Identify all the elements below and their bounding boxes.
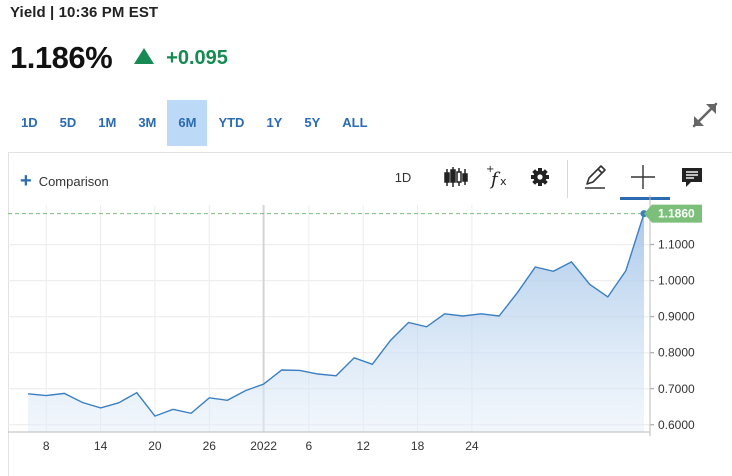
y-tick-label: 0.6000 [658, 418, 695, 432]
svg-text:x: x [500, 175, 507, 188]
range-1d[interactable]: 1D [21, 115, 38, 130]
function-icon[interactable]: + f x [485, 163, 511, 191]
range-1y[interactable]: 1Y [266, 115, 283, 130]
x-tick-label: 18 [411, 439, 425, 453]
y-tick-label: 0.8000 [658, 346, 695, 360]
comparison-button[interactable]: + Comparison [20, 170, 109, 192]
x-tick-label: 6 [306, 439, 313, 453]
range-selector: 1D 5D 1M 3M 6M YTD 1Y 5Y ALL [10, 100, 379, 146]
x-tick-label: 26 [203, 439, 217, 453]
quote-meta: Yield | 10:36 PM EST [10, 4, 159, 21]
range-6m[interactable]: 6M [167, 100, 208, 146]
y-tick-label: 1.0000 [658, 274, 695, 288]
range-3m[interactable]: 3M [138, 115, 157, 130]
svg-text:+: + [486, 164, 494, 175]
y-tick-label: 0.9000 [658, 310, 695, 324]
range-5y[interactable]: 5Y [304, 115, 321, 130]
gear-icon[interactable] [528, 163, 552, 191]
series-line [28, 213, 645, 417]
last-price: 1.186% [10, 40, 113, 75]
price-change: +0.095 [166, 46, 228, 69]
comment-icon[interactable] [679, 163, 705, 191]
range-1m[interactable]: 1M [98, 115, 117, 130]
comparison-label: Comparison [38, 173, 109, 189]
toolbar-divider [567, 160, 568, 198]
x-tick-label: 24 [465, 439, 479, 453]
interval-selector[interactable]: 1D [394, 169, 412, 185]
series-area [28, 213, 645, 432]
last-value-badge [644, 204, 702, 223]
y-tick-label: 0.7000 [658, 382, 695, 396]
range-all[interactable]: ALL [342, 115, 368, 130]
last-value-label: 1.1860 [658, 207, 695, 221]
x-tick-label: 8 [43, 439, 50, 453]
x-tick-label: 14 [94, 439, 108, 453]
crosshair-icon[interactable] [630, 163, 656, 191]
range-ytd[interactable]: YTD [218, 115, 245, 130]
range-5d[interactable]: 5D [59, 115, 77, 130]
chart-panel [8, 152, 732, 476]
x-tick-label: 12 [357, 439, 371, 453]
plus-icon: + [20, 170, 32, 192]
x-tick-label: 20 [148, 439, 162, 453]
y-tick-label: 1.1000 [658, 238, 695, 252]
quote-summary: 1.186% +0.095 [10, 40, 228, 76]
x-tick-label: 2022 [250, 439, 277, 453]
up-arrow-icon [134, 48, 155, 64]
active-tool-indicator [620, 197, 670, 200]
pencil-icon[interactable] [582, 163, 608, 191]
expand-icon[interactable] [690, 100, 720, 130]
candlestick-icon[interactable] [443, 163, 469, 191]
